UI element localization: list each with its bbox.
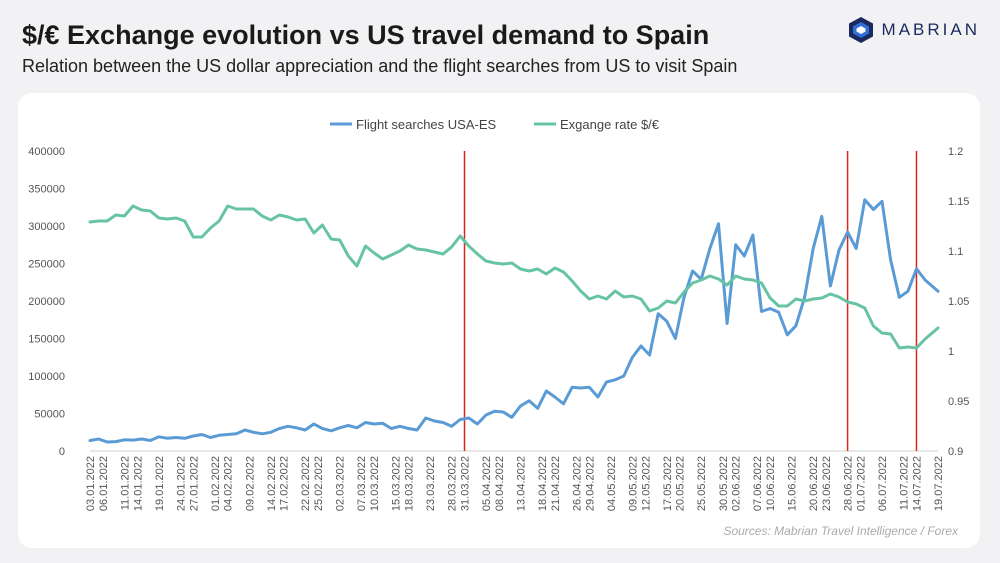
x-tick-label: 18.03.2022 xyxy=(404,456,416,511)
x-tick-label: 14.02.2022 xyxy=(266,456,278,511)
x-tick-label: 24.01.2022 xyxy=(175,456,187,511)
page-subtitle: Relation between the US dollar appreciat… xyxy=(22,56,738,76)
x-tick-label: 21.04.2022 xyxy=(550,456,562,511)
x-tick-label: 30.05.2022 xyxy=(718,456,730,511)
y-right-tick-label: 1.1 xyxy=(948,246,963,258)
x-tick-label: 06.07.2022 xyxy=(877,456,889,511)
x-tick-label: 20.05.2022 xyxy=(675,456,687,511)
x-tick-label: 13.04.2022 xyxy=(515,456,527,511)
x-tick-label: 17.05.2022 xyxy=(662,456,674,511)
y-right-tick-label: 1 xyxy=(948,346,954,358)
x-tick-label: 18.04.2022 xyxy=(537,456,549,511)
x-tick-label: 15.06.2022 xyxy=(787,456,799,511)
x-tick-label: 11.07.2022 xyxy=(899,456,911,510)
x-tick-label: 04.02.2022 xyxy=(223,456,235,511)
x-tick-label: 06.01.2022 xyxy=(98,456,110,511)
y-right-tick-label: 1.15 xyxy=(948,196,969,208)
y-right-tick-label: 1.05 xyxy=(948,296,969,308)
x-tick-label: 11.01.2022 xyxy=(119,456,131,510)
x-tick-label: 01.07.2022 xyxy=(856,456,868,511)
y-left-tick-label: 300000 xyxy=(28,221,65,233)
x-tick-label: 23.06.2022 xyxy=(821,456,833,511)
x-tick-label: 01.02.2022 xyxy=(210,456,222,511)
y-right-tick-label: 1.2 xyxy=(948,146,963,158)
legend-item-exchange-rate: Exgange rate $/€ xyxy=(560,117,660,132)
x-tick-label: 19.07.2022 xyxy=(933,456,945,511)
x-tick-label: 03.01.2022 xyxy=(85,456,97,511)
x-tick-label: 19.01.2022 xyxy=(154,456,166,511)
brand-logo: MABRIAN xyxy=(848,14,980,46)
x-tick-label: 27.01.2022 xyxy=(188,456,200,511)
x-tick-label: 29.04.2022 xyxy=(584,456,596,511)
y-left-tick-label: 50000 xyxy=(34,409,65,421)
x-tick-label: 07.06.2022 xyxy=(752,456,764,511)
y-right-tick-label: 0.95 xyxy=(948,396,969,408)
x-tick-label: 10.06.2022 xyxy=(765,456,777,511)
x-tick-label: 02.03.2022 xyxy=(335,456,347,511)
x-tick-label: 07.03.2022 xyxy=(356,456,368,511)
x-tick-label: 09.05.2022 xyxy=(627,456,639,511)
x-tick-label: 12.05.2022 xyxy=(640,456,652,511)
x-tick-label: 15.03.2022 xyxy=(391,456,403,511)
x-tick-label: 14.07.2022 xyxy=(911,456,923,511)
chart-card xyxy=(18,93,980,548)
y-right-tick-label: 0.9 xyxy=(948,446,963,458)
brand-name: MABRIAN xyxy=(881,20,980,39)
x-tick-label: 10.03.2022 xyxy=(369,456,381,511)
x-tick-label: 22.02.2022 xyxy=(300,456,312,511)
page-title: $/€ Exchange evolution vs US travel dema… xyxy=(22,20,710,50)
y-left-tick-label: 400000 xyxy=(28,146,65,158)
x-tick-label: 25.02.2022 xyxy=(313,456,325,511)
y-left-tick-label: 250000 xyxy=(28,259,65,271)
y-left-tick-label: 150000 xyxy=(28,334,65,346)
x-tick-label: 23.03.2022 xyxy=(425,456,437,511)
x-tick-label: 20.06.2022 xyxy=(808,456,820,511)
series-line-exchange-rate xyxy=(88,204,940,350)
x-tick-label: 28.06.2022 xyxy=(843,456,855,511)
y-left-tick-label: 350000 xyxy=(28,184,65,196)
source-note: Sources: Mabrian Travel Intelligence / F… xyxy=(723,524,958,538)
y-left-tick-label: 100000 xyxy=(28,371,65,383)
x-tick-label: 17.02.2022 xyxy=(279,456,291,511)
x-tick-label: 04.05.2022 xyxy=(606,456,618,511)
x-tick-label: 09.02.2022 xyxy=(244,456,256,511)
x-tick-label: 26.04.2022 xyxy=(571,456,583,511)
x-tick-label: 14.01.2022 xyxy=(132,456,144,511)
x-tick-label: 05.04.2022 xyxy=(481,456,493,511)
x-tick-label: 31.03.2022 xyxy=(459,456,471,511)
x-tick-label: 25.05.2022 xyxy=(696,456,708,511)
y-left-tick-label: 200000 xyxy=(28,296,65,308)
y-left-tick-label: 0 xyxy=(59,446,65,458)
series-line-flight-searches xyxy=(88,198,940,444)
x-tick-label: 08.04.2022 xyxy=(494,456,506,511)
legend-item-flight-searches: Flight searches USA-ES xyxy=(356,117,496,132)
x-tick-label: 28.03.2022 xyxy=(447,456,459,511)
mabrian-logo-icon xyxy=(848,17,873,43)
x-tick-label: 02.06.2022 xyxy=(731,456,743,511)
